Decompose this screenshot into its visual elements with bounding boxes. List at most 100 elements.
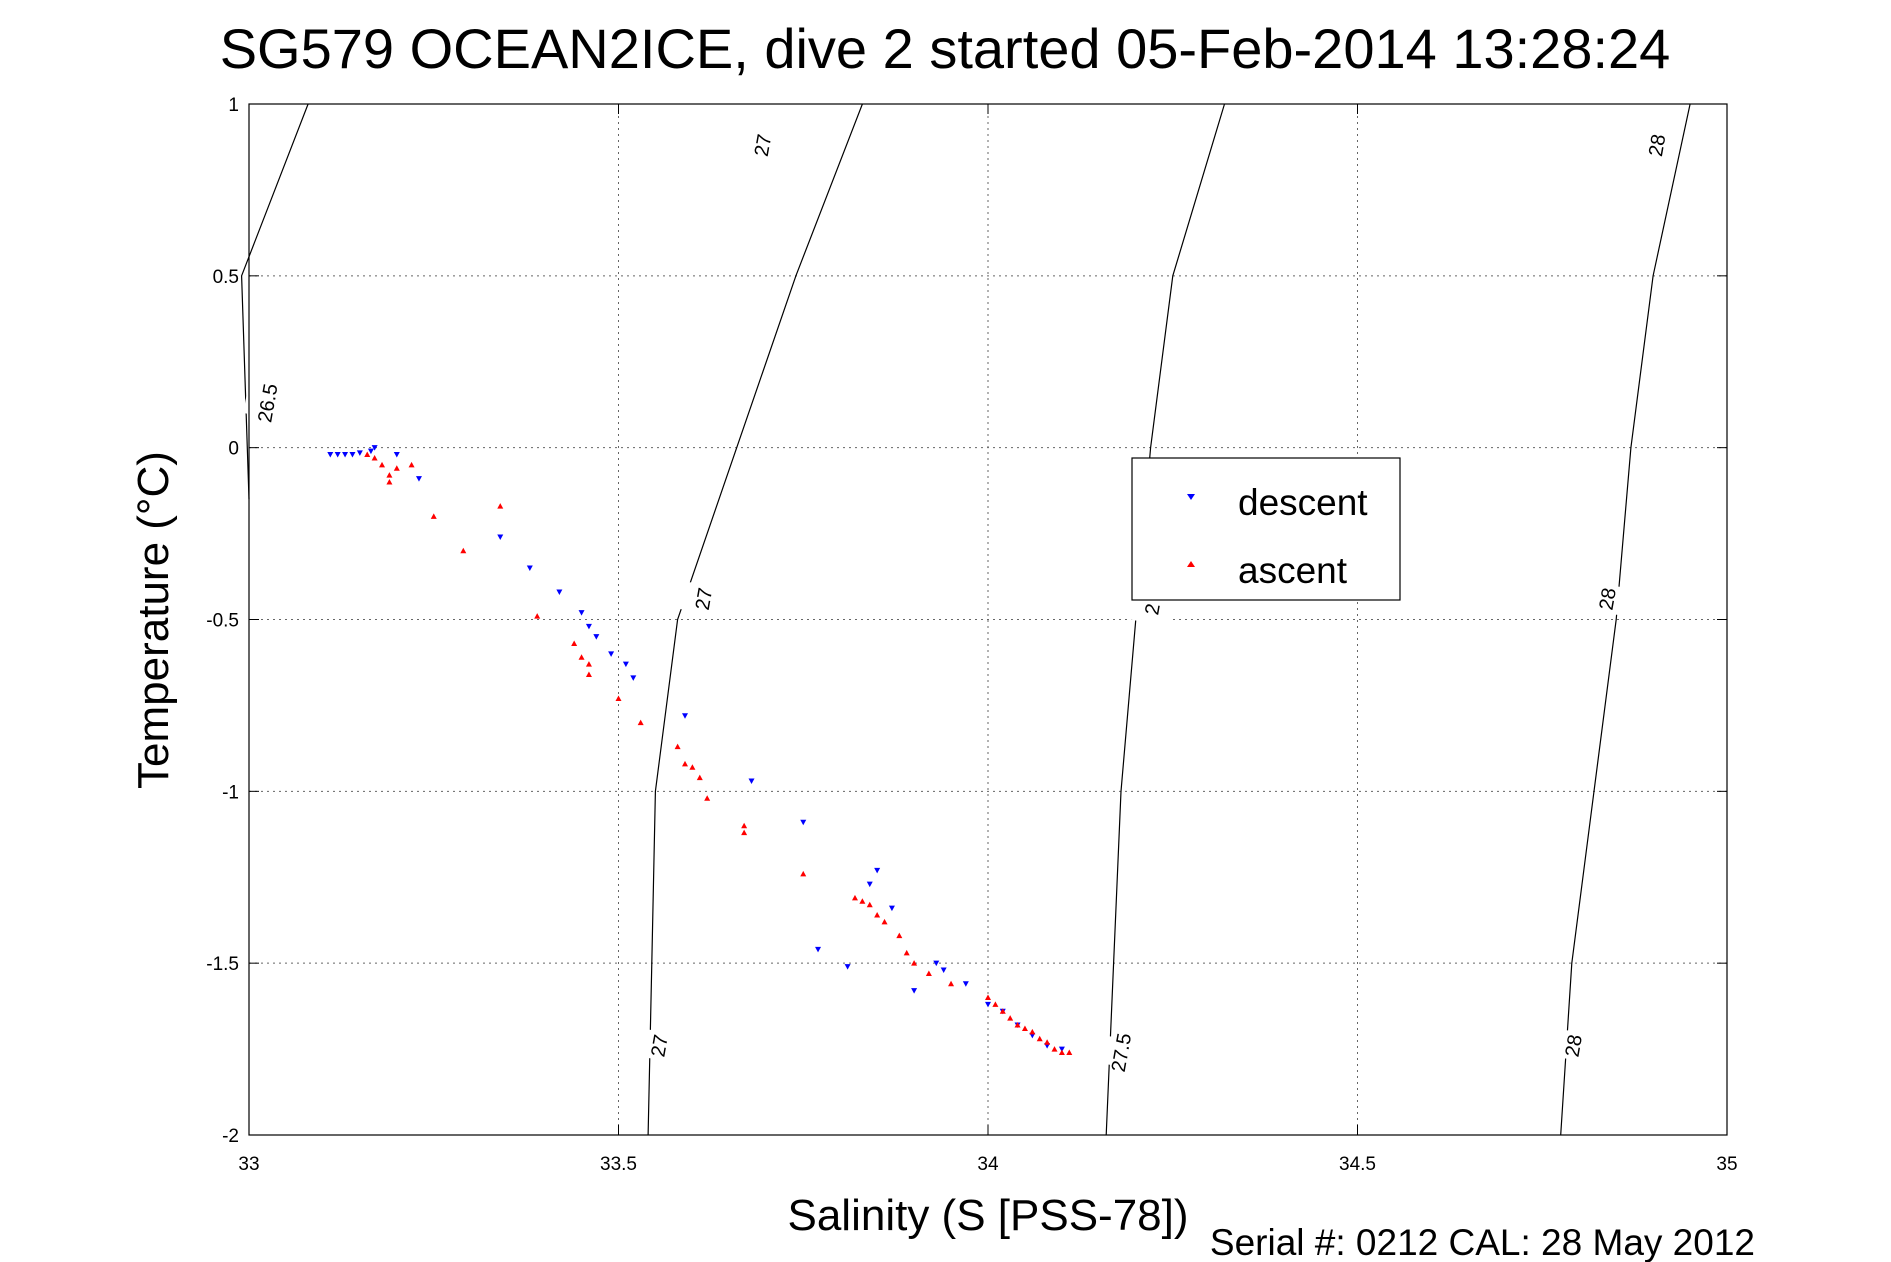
descent-point <box>940 967 947 974</box>
ascent-point <box>585 661 592 667</box>
ascent-point <box>985 994 991 1001</box>
ascent-point <box>704 795 711 801</box>
descent-point <box>327 452 334 458</box>
ascent-point <box>741 822 748 829</box>
descent-point <box>356 450 363 456</box>
descent-point <box>888 905 895 912</box>
ascent-point <box>1058 1049 1065 1056</box>
descent-point <box>933 960 940 967</box>
descent-point <box>367 448 374 455</box>
ascent-point <box>911 960 918 966</box>
legend-box <box>1131 457 1401 601</box>
legend-descent-label: descent <box>1238 482 1368 523</box>
x-tick-label: 34.5 <box>1339 1154 1376 1175</box>
descent-point <box>371 445 378 451</box>
ascent-point <box>430 513 437 519</box>
ascent-point <box>615 695 622 702</box>
ascent-point <box>948 980 955 987</box>
ascent-point <box>497 503 504 509</box>
x-axis-ticks: 33 33.5 34 34.5 35 <box>238 104 1738 1175</box>
isopycnal-label: 28 <box>1562 1033 1588 1059</box>
isopycnal-line <box>1560 103 1691 1136</box>
descent-point <box>985 1001 991 1008</box>
y-tick-label: -2 <box>222 1126 239 1147</box>
x-tick-label: 33 <box>238 1154 259 1175</box>
contour-label-bg <box>1632 127 1681 163</box>
ascent-point <box>1007 1015 1014 1021</box>
descent-point <box>334 452 341 458</box>
isopycnal-label: 28 <box>1645 133 1671 159</box>
ascent-point <box>1051 1046 1058 1052</box>
ascent-point <box>881 918 888 925</box>
contour-label-bg <box>635 1028 684 1064</box>
ascent-point <box>571 640 578 647</box>
isopycnal-label: 27 <box>647 1033 673 1059</box>
ascent-point <box>999 1008 1006 1014</box>
descent-point <box>866 881 873 888</box>
descent-point <box>622 661 629 668</box>
contour-label-bg <box>243 385 292 421</box>
descent-point <box>526 565 533 571</box>
chart-title: SG579 OCEAN2ICE, dive 2 started 05-Feb-2… <box>220 17 1671 80</box>
data-points <box>327 445 1073 1056</box>
ascent-point <box>874 912 881 918</box>
ascent-point <box>1044 1039 1051 1045</box>
x-tick-label: 34 <box>977 1154 999 1175</box>
legend-ascent-marker <box>1187 561 1195 567</box>
descent-point <box>748 778 755 785</box>
descent-point <box>585 623 592 630</box>
ascent-point <box>1066 1049 1073 1056</box>
descent-point <box>349 452 356 458</box>
contour-label-bg <box>1549 1028 1598 1064</box>
y-tick-label: -0.5 <box>206 611 239 632</box>
descent-point <box>874 867 881 874</box>
ascent-point <box>637 719 644 726</box>
descent-point <box>608 651 615 657</box>
descent-point <box>682 713 689 719</box>
descent-point <box>1058 1046 1065 1053</box>
y-axis-ticks: 1 0.5 0 -0.5 -1 -1.5 -2 <box>206 95 1727 1147</box>
ascent-point <box>1036 1035 1043 1042</box>
ascent-point <box>460 547 467 554</box>
ascent-point <box>696 774 703 781</box>
y-tick-label: -1 <box>222 782 239 803</box>
descent-point <box>911 988 918 994</box>
descent-point <box>630 675 637 681</box>
ascent-point <box>800 870 807 877</box>
ascent-point <box>386 479 393 485</box>
ascent-point <box>578 654 585 660</box>
y-tick-label: 1 <box>228 95 239 116</box>
x-axis-label: Salinity (S [PSS-78]) <box>787 1191 1188 1240</box>
gridlines <box>249 104 1727 1135</box>
isopycnal-label: 27 <box>751 133 777 159</box>
ascent-point <box>585 671 592 677</box>
x-tick-label: 33.5 <box>600 1154 637 1175</box>
contour-label-bg <box>1583 581 1632 617</box>
ascent-point <box>674 743 681 750</box>
ascent-point <box>682 760 689 767</box>
contour-label-bg <box>1096 1034 1146 1071</box>
ascent-point <box>1014 1022 1021 1028</box>
descent-point <box>342 452 349 458</box>
ascent-point <box>859 898 866 904</box>
y-tick-label: 0.5 <box>213 267 239 288</box>
ascent-point <box>379 461 386 468</box>
ascent-point <box>741 829 748 836</box>
ascent-point <box>851 894 858 901</box>
ascent-point <box>925 970 932 976</box>
y-axis-label: Temperature (°C) <box>129 451 178 789</box>
descent-point <box>962 981 969 987</box>
descent-point <box>800 819 807 826</box>
ascent-point <box>903 949 910 956</box>
legend-ascent-label: ascent <box>1238 550 1348 591</box>
descent-point <box>497 534 504 541</box>
contour-label-bg <box>679 581 728 617</box>
ascent-point <box>408 461 415 468</box>
descent-point <box>578 610 585 616</box>
ascent-point <box>1029 1028 1036 1035</box>
descent-point <box>815 946 822 953</box>
descent-point <box>393 452 400 458</box>
ascent-point <box>393 465 400 471</box>
ascent-point <box>689 764 696 770</box>
